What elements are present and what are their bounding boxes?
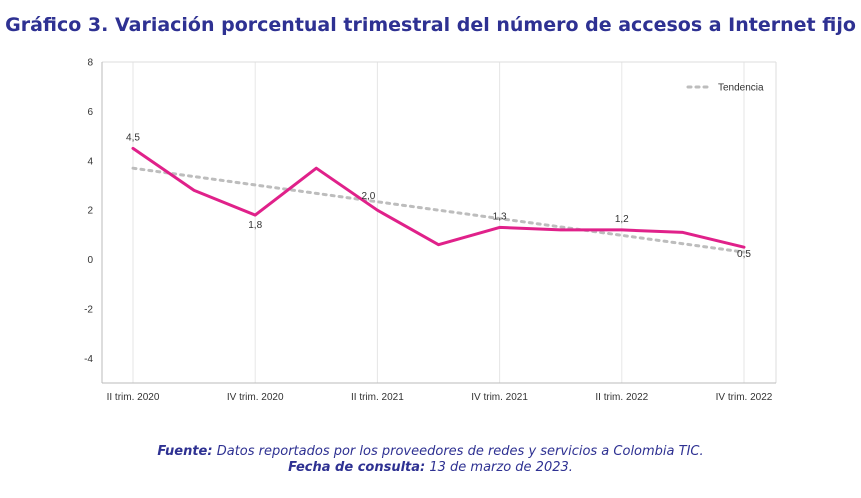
data-label: 1,8 [248,220,262,231]
x-tick-label: IV trim. 2022 [716,392,773,403]
data-labels: 4,5 1,8 2,0 1,3 1,2 0,5 [126,132,751,260]
x-tick-label: II trim. 2022 [595,392,648,403]
trend-line-group [131,166,746,254]
y-tick-label: 6 [87,107,93,118]
y-tick-label: 0 [87,255,93,266]
data-label: 4,5 [126,132,140,143]
line-chart: 8 6 4 2 0 -2 -4 II trim. 2020 IV trim. 2020 II tr… [84,58,777,403]
x-tick-label: IV trim. 2020 [227,392,284,403]
legend-trend-label: Tendencia [718,83,764,94]
source-line: Fuente: Datos reportados por los proveed… [0,444,861,460]
y-tick-label: 8 [87,58,93,69]
series-line [131,146,746,249]
consultation-date-text: 13 de marzo de 2023. [429,460,573,475]
x-tick-label: II trim. 2020 [107,392,160,403]
consultation-date-label: Fecha de consulta: [288,460,426,475]
consultation-date-line: Fecha de consulta: 13 de marzo de 2023. [0,460,861,476]
data-label: 2,0 [361,191,375,202]
y-tick-label: -4 [84,354,93,365]
source-note: Fuente: Datos reportados por los proveed… [0,444,861,476]
data-label: 1,2 [615,214,629,225]
x-tick-label: IV trim. 2021 [471,392,528,403]
y-tick-label: 2 [87,206,93,217]
series-line-group [131,146,746,249]
chart-title: Gráfico 3. Variación porcentual trimestr… [5,14,856,36]
source-label: Fuente: [157,444,213,459]
data-label: 0,5 [737,249,751,260]
x-tick-label: II trim. 2021 [351,392,404,403]
legend: Tendencia [686,83,764,94]
data-label: 1,3 [493,211,507,222]
trend-line [131,166,746,254]
source-text: Datos reportados por los proveedores de … [216,444,704,459]
grid-lines [132,62,745,383]
axes: 8 6 4 2 0 -2 -4 II trim. 2020 IV trim. 2020 II tr… [84,58,777,403]
y-tick-label: -2 [84,304,93,315]
y-tick-label: 4 [87,156,93,167]
